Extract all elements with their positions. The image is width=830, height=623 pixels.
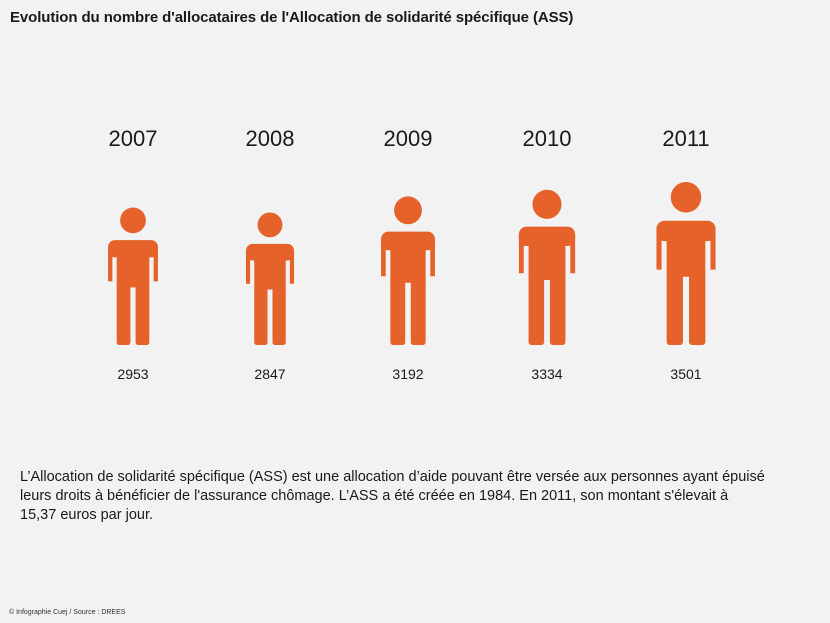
- person-figure-2007: [108, 207, 158, 345]
- description-text: L’Allocation de solidarité spécifique (A…: [20, 469, 765, 523]
- person-figure-2010: [518, 189, 576, 345]
- value-label-2009: 3192: [392, 366, 423, 382]
- figure-shoulders: [656, 220, 716, 242]
- year-label-2010: 2010: [523, 126, 572, 151]
- figure-shoulders: [518, 226, 576, 247]
- year-label-2011: 2011: [662, 126, 709, 151]
- year-label-2009: 2009: [384, 126, 433, 151]
- source-credit: © Infographie Cuej / Source : DREES: [9, 609, 126, 616]
- figure-leg-right: [410, 279, 426, 345]
- figure-leg-right: [689, 273, 706, 345]
- person-figure-2008: [245, 212, 295, 345]
- figure-leg-right: [135, 284, 150, 345]
- person-figure-2009: [381, 196, 435, 345]
- figure-head: [394, 196, 422, 225]
- figure-head: [532, 189, 562, 219]
- figure-shoulders: [245, 243, 295, 261]
- figure-leg-right: [272, 287, 286, 345]
- figure-leg-left: [390, 279, 406, 345]
- value-label-2008: 2847: [254, 366, 285, 382]
- figure-leg-right: [549, 277, 566, 345]
- year-label-2007: 2007: [109, 126, 158, 151]
- value-label-2010: 3334: [531, 366, 562, 382]
- value-label-2011: 3501: [670, 366, 701, 382]
- value-label-2007: 2953: [117, 366, 148, 382]
- figure-leg-left: [254, 287, 268, 345]
- figure-head: [257, 212, 283, 238]
- figure-shoulders: [381, 231, 435, 251]
- figure-head: [670, 182, 702, 213]
- year-label-2008: 2008: [246, 126, 295, 151]
- person-figure-2011: [656, 182, 716, 345]
- pictograph-chart: 2007 2953 2008 2847 2009 3192 2010 3334 2011 3501: [108, 126, 716, 382]
- figure-head: [120, 207, 146, 234]
- figure-shoulders: [108, 240, 158, 258]
- figure-leg-left: [528, 277, 545, 345]
- chart-title: Evolution du nombre d'allocataires de l'…: [10, 9, 574, 26]
- figure-leg-left: [116, 284, 131, 345]
- figure-leg-left: [666, 273, 683, 345]
